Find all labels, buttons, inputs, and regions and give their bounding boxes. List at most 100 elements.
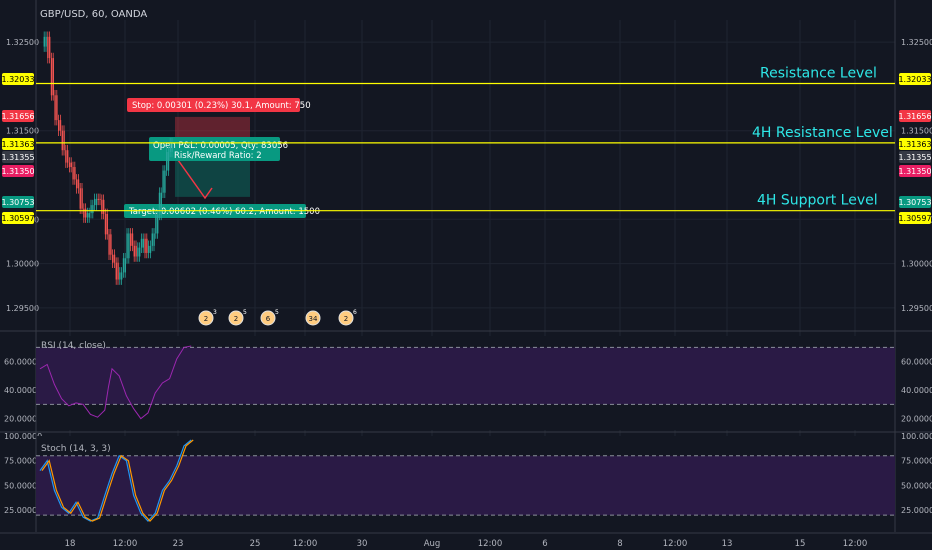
candle-body: [113, 254, 116, 263]
price-tag: 1.30597: [898, 214, 931, 223]
candle-body: [106, 213, 108, 235]
candle-body: [162, 170, 164, 193]
candle-body: [49, 36, 51, 59]
event-marker: [338, 310, 354, 326]
candle-body: [67, 150, 69, 163]
price-tick-left: 1.31500: [6, 127, 39, 136]
candle-body: [115, 262, 117, 280]
price-tag: 1.31350: [898, 167, 931, 176]
rsi-tick-left: 60.0000: [4, 358, 37, 367]
time-label: 15: [795, 539, 806, 549]
candle-body: [130, 233, 132, 246]
position-tool[interactable]: Stop: 0.00301 (0.23%) 30.1, Amount: 750 T…: [124, 98, 320, 218]
price-tick-left: 1.29500: [6, 304, 39, 313]
candle-body: [92, 205, 94, 214]
event-label: 2: [344, 315, 348, 323]
stop-label: Stop: 0.00301 (0.23%) 30.1, Amount: 750: [132, 101, 311, 111]
price-tag: 1.32033: [898, 75, 931, 84]
price-tag: 1.31355: [1, 153, 34, 162]
symbol-title: GBP/USD, 60, OANDA: [40, 9, 147, 20]
price-tick-right: 1.30000: [901, 260, 932, 269]
candle-body: [85, 208, 87, 218]
candle-body: [142, 238, 144, 248]
stoch-tick-right: 50.0000: [901, 481, 932, 490]
rsi-tick-right: 60.0000: [901, 358, 932, 367]
stoch-d-line: [41, 439, 194, 522]
candle-body: [139, 247, 141, 257]
candle-body: [43, 36, 45, 47]
stoch-tick-right: 25.0000: [901, 506, 932, 515]
candle-body: [68, 162, 71, 168]
candle-body: [128, 233, 130, 259]
indicator-panes: RSI (14, close) Stoch (14, 3, 3): [0, 0, 932, 534]
pnl-arrow: [177, 159, 213, 200]
candle-body: [101, 199, 103, 214]
candle-body: [45, 36, 47, 47]
price-tag-bg: [899, 138, 931, 150]
candle-body: [135, 245, 137, 257]
event-label: 2: [234, 315, 238, 323]
event-label: 34: [309, 315, 318, 323]
candle-body: [88, 213, 90, 218]
candle-body: [81, 188, 83, 209]
candle-body: [110, 234, 112, 255]
price-tag-bg: [2, 151, 34, 163]
price-tag: 1.30597: [1, 214, 34, 223]
time-label: 12:00: [113, 539, 138, 549]
candle-body: [90, 205, 92, 214]
stoch-k-line: [39, 439, 192, 522]
candlestick-series: [43, 31, 173, 285]
time-label: 8: [617, 539, 622, 549]
candle-body: [121, 272, 123, 280]
price-tag-bg: [899, 110, 931, 122]
candle-body: [63, 130, 65, 151]
time-label: Aug: [424, 539, 441, 549]
candle-body: [126, 233, 128, 259]
rsi-title: RSI (14, close): [41, 341, 106, 351]
candle-body: [169, 143, 171, 152]
price-axis-ticks: 1.325001.325001.315001.315001.305001.305…: [4, 38, 932, 515]
horizontal-levels[interactable]: Resistance Level 4H Resistance Level 4H Su…: [36, 66, 895, 212]
time-label: 12:00: [843, 539, 868, 549]
candle-body: [153, 233, 155, 246]
candle-body: [97, 198, 99, 200]
time-label: 12:00: [293, 539, 318, 549]
candle-body: [65, 150, 67, 163]
price-tick-right: 1.31500: [901, 127, 932, 136]
candle-body: [160, 192, 162, 215]
time-label: 12:00: [478, 539, 503, 549]
time-label: 23: [173, 539, 184, 549]
rsi-tick-right: 40.0000: [901, 386, 932, 395]
candle-body: [157, 214, 159, 234]
stoch-tick-left: 50.0000: [4, 481, 37, 490]
event-sublabel: 3: [213, 309, 217, 316]
candle-body: [83, 208, 85, 218]
price-tag: 1.31656: [1, 112, 34, 121]
stoch-tick-right: 75.0000: [901, 457, 932, 466]
level-label: 4H Support Level: [757, 193, 878, 209]
price-tick-right: 1.29500: [901, 304, 932, 313]
candle-body: [79, 188, 81, 209]
level-label: Resistance Level: [760, 66, 877, 82]
candle-body: [137, 247, 139, 257]
stoch-tick-left: 100.0000: [4, 432, 42, 441]
price-axis-tags: 1.32033 1.32033 1.31656 1.31656 1.31363 1.313…: [1, 73, 932, 224]
candle-body: [77, 179, 80, 189]
candle-body: [99, 198, 101, 200]
rsi-tick-left: 40.0000: [4, 386, 37, 395]
price-tag-bg: [2, 196, 34, 208]
rr-label: Risk/Reward Ratio: 2: [174, 151, 262, 161]
candle-body: [108, 234, 110, 255]
price-tag-bg: [899, 73, 931, 85]
price-tag: 1.31363: [1, 140, 34, 149]
level-label: 4H Resistance Level: [752, 125, 893, 141]
event-marker: [198, 310, 214, 326]
time-label: 18: [65, 539, 76, 549]
event-marker: [260, 310, 276, 326]
indicator-lines: [39, 345, 194, 522]
candle-body: [112, 254, 114, 263]
event-label: 6: [266, 315, 271, 323]
price-tag-bg: [2, 138, 34, 150]
